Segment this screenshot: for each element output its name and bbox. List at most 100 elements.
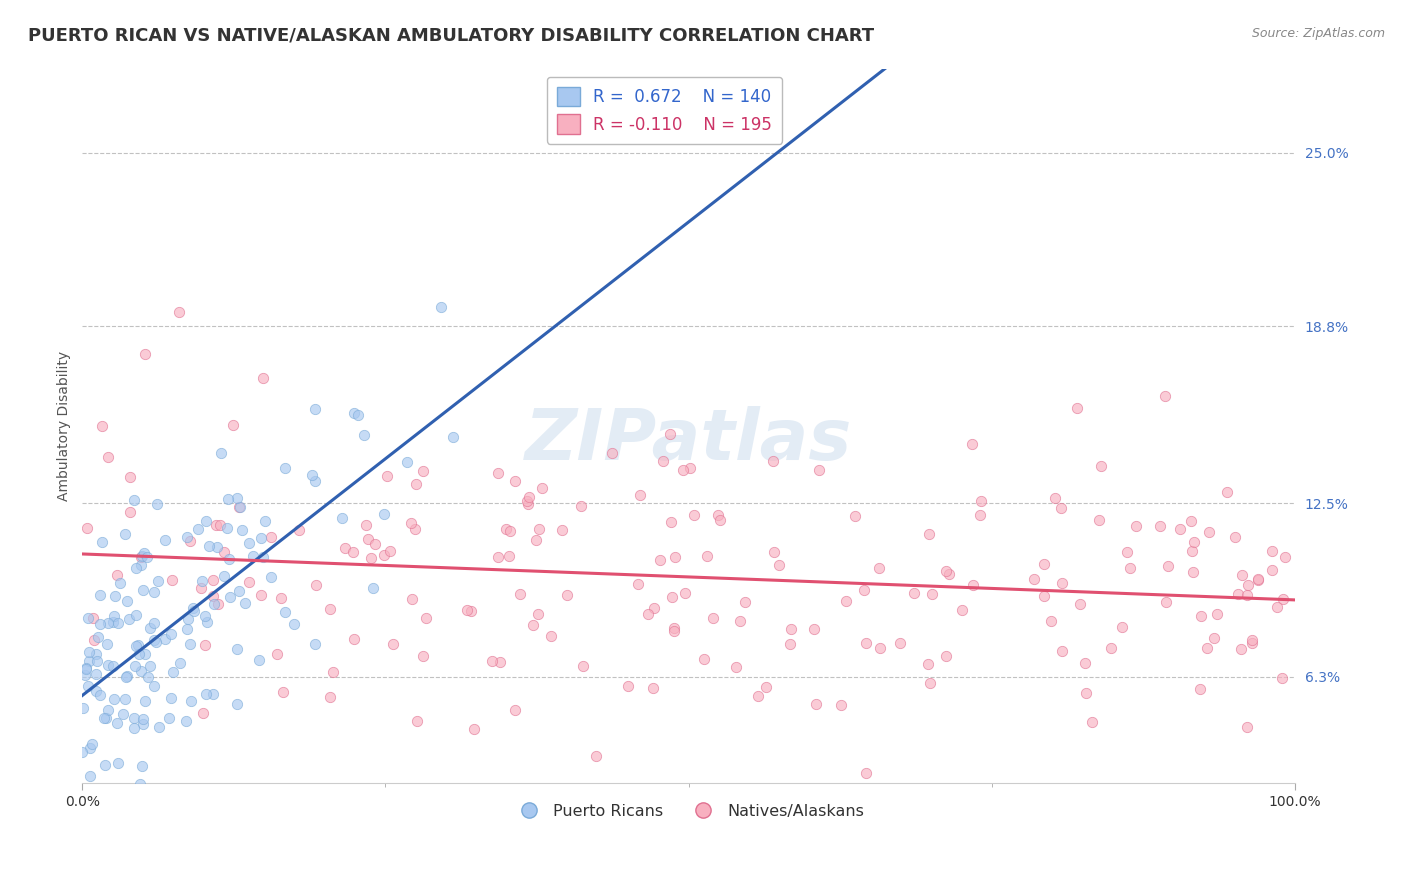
Point [124,659,146,673]
Point [252,549,274,564]
Point [202,597,225,611]
Point [664,549,686,564]
Point [498,549,520,564]
Point [962,578,984,592]
Point [167,305,190,319]
Point [456,603,478,617]
Point [252,371,274,385]
Point [1050,576,1073,591]
Point [1022,572,1045,586]
Point [194,687,217,701]
Point [231,523,253,537]
Point [1157,558,1180,573]
Point [194,608,217,623]
Point [378,544,401,558]
Point [509,587,531,601]
Point [80,737,103,751]
Point [889,636,911,650]
Point [550,523,572,537]
Point [118,612,141,626]
Point [194,514,217,528]
Point [288,523,311,537]
Point [318,690,340,705]
Point [153,632,176,647]
Point [412,648,434,663]
Point [274,605,297,619]
Point [330,511,353,525]
Point [1125,519,1147,533]
Point [228,584,250,599]
Point [322,665,344,679]
Point [527,607,550,621]
Point [679,461,702,475]
Point [266,647,288,661]
Point [1180,514,1202,528]
Point [233,596,256,610]
Point [1271,671,1294,685]
Point [1074,686,1097,700]
Point [1204,631,1226,645]
Point [671,462,693,476]
Point [373,508,395,522]
Point [132,717,155,731]
Point [208,517,231,532]
Point [112,706,135,721]
Point [405,476,427,491]
Text: Source: ZipAtlas.com: Source: ZipAtlas.com [1251,27,1385,40]
Point [215,521,238,535]
Point [855,636,877,650]
Point [918,527,941,541]
Point [555,588,578,602]
Point [572,659,595,673]
Point [415,611,437,625]
Point [342,545,364,559]
Point [1188,681,1211,696]
Point [659,515,682,529]
Point [270,591,292,605]
Point [779,638,801,652]
Point [207,597,229,611]
Point [273,461,295,475]
Point [108,786,131,800]
Point [441,430,464,444]
Point [136,669,159,683]
Point [97,702,120,716]
Point [1039,615,1062,629]
Point [803,622,825,636]
Point [950,602,973,616]
Point [602,446,624,460]
Point [1081,714,1104,729]
Point [755,680,778,694]
Point [195,615,218,629]
Point [191,706,214,720]
Point [209,446,232,460]
Point [176,530,198,544]
Point [1229,641,1251,656]
Point [107,615,129,630]
Point [247,653,270,667]
Point [868,561,890,575]
Point [921,587,943,601]
Point [304,637,326,651]
Point [835,594,858,608]
Point [202,589,225,603]
Point [661,591,683,605]
Point [637,607,659,622]
Point [709,513,731,527]
Point [201,573,224,587]
Point [696,549,718,564]
Point [918,676,941,690]
Point [131,712,153,726]
Point [97,450,120,465]
Point [522,618,544,632]
Point [89,617,111,632]
Point [87,630,110,644]
Point [643,600,665,615]
Point [179,636,201,650]
Point [1032,557,1054,571]
Point [83,632,105,647]
Point [96,637,118,651]
Point [127,638,149,652]
Point [1247,573,1270,587]
Point [616,679,638,693]
